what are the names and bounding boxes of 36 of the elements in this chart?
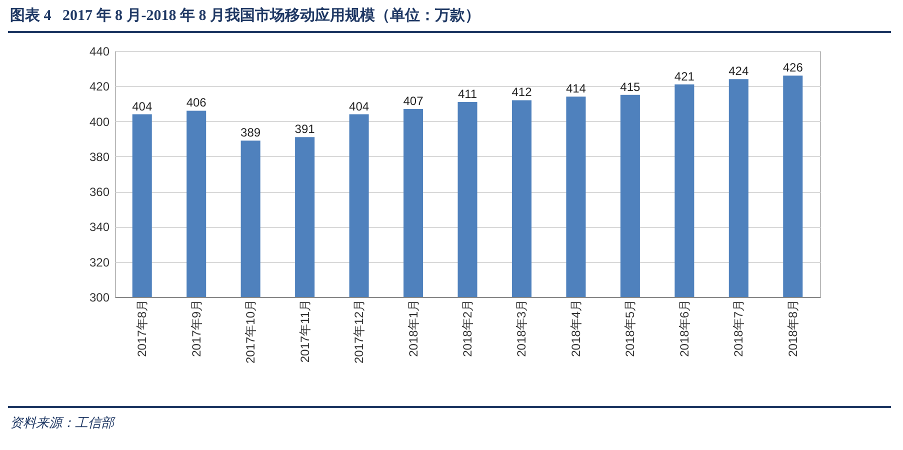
y-tick-label: 360 [89,185,110,200]
data-label: 391 [294,122,316,136]
x-tick-label: 2018年8月 [786,300,800,357]
data-label: 421 [674,69,695,84]
x-tick-label: 2018年7月 [732,300,746,357]
y-tick-label: 440 [89,44,110,58]
x-tick-label: 2018年2月 [460,300,474,357]
x-tick-label: 2017年12月 [352,300,366,364]
chart-title: 图表 4 2017 年 8 月-2018 年 8 月我国市场移动应用规模（单位：万款） [10,6,480,25]
x-tick-label: 2018年6月 [677,300,692,357]
x-tick-label: 2018年1月 [406,300,420,357]
data-label: 415 [620,80,641,94]
data-label: 424 [728,64,749,78]
y-tick-label: 400 [89,114,110,129]
x-tick-label: 2018年4月 [568,300,583,357]
y-tick-label: 380 [89,150,110,164]
data-label: 389 [240,126,261,140]
data-label: 411 [458,86,478,101]
x-tick-label: 2017年10月 [244,300,258,364]
y-tick-label: 420 [89,80,110,94]
x-tick-label: 2017年9月 [189,300,204,357]
x-tick-label: 2017年11月 [298,300,312,363]
y-tick-label: 300 [89,290,110,304]
data-label: 406 [186,96,207,110]
data-label: 412 [512,85,532,100]
y-tick-label: 320 [89,255,110,270]
x-tick-label: 2018年5月 [623,300,638,357]
data-label: 404 [349,99,370,114]
data-label: 426 [782,60,804,75]
data-label: 407 [403,94,424,108]
data-label: 404 [132,99,152,114]
x-tick-label: 2017年8月 [135,300,150,357]
text: 资料来源：工信部 [10,414,114,432]
data-label: 414 [566,82,586,96]
x-tick-label: 2018年3月 [514,300,529,357]
y-tick-label: 340 [89,220,110,234]
